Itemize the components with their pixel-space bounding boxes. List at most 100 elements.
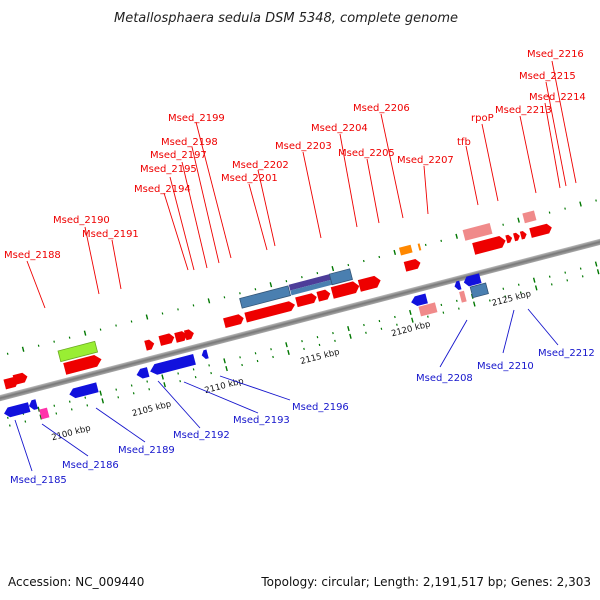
tick-mark bbox=[349, 333, 352, 339]
gene-label[interactable]: Msed_2185 bbox=[10, 475, 67, 486]
tick-mark bbox=[177, 372, 179, 375]
gene-msed-2204-rna[interactable] bbox=[288, 274, 331, 291]
tick-mark bbox=[256, 359, 259, 363]
gene-label[interactable]: Msed_2201 bbox=[221, 173, 278, 184]
gene-msed-2207[interactable] bbox=[328, 268, 353, 286]
gene-msed-2191[interactable] bbox=[63, 353, 103, 375]
gene-msed-2196[interactable] bbox=[201, 349, 209, 360]
gene-msed-2217[interactable] bbox=[529, 223, 553, 238]
gene-msed-2206[interactable] bbox=[357, 275, 382, 292]
gene-msed-2213-pink[interactable] bbox=[462, 223, 493, 241]
gene-msed-2194[interactable] bbox=[144, 339, 155, 351]
gene-msed-2204[interactable] bbox=[316, 289, 331, 302]
gene-label[interactable]: Msed_2212 bbox=[538, 348, 595, 359]
tick-mark bbox=[115, 324, 117, 327]
ruler-label: 2105 kbp bbox=[131, 399, 172, 419]
tick-mark bbox=[194, 376, 197, 379]
reverse-rna-genes bbox=[39, 282, 489, 420]
gene-label[interactable]: Msed_2205 bbox=[338, 148, 395, 159]
gene-msed-2202[interactable] bbox=[239, 285, 292, 309]
gene-msed-2205[interactable] bbox=[330, 280, 361, 299]
gene-msed-2190[interactable] bbox=[57, 340, 99, 363]
gene-msed-2199[interactable] bbox=[223, 313, 245, 329]
gene-msed-2212[interactable] bbox=[469, 282, 489, 299]
gene-msed-2208[interactable] bbox=[410, 293, 428, 308]
topology-text: Topology: circular; Length: 2,191,517 bp… bbox=[260, 575, 591, 589]
forward-genes bbox=[3, 223, 553, 390]
gene-msed-2201[interactable] bbox=[244, 300, 296, 323]
gene-msed-2186[interactable] bbox=[28, 399, 38, 411]
tick-mark bbox=[440, 239, 443, 242]
tick-mark bbox=[115, 388, 118, 391]
gene-label[interactable]: Msed_2192 bbox=[173, 430, 230, 441]
tick-mark bbox=[223, 296, 226, 299]
gene-label[interactable]: Msed_2189 bbox=[118, 445, 175, 456]
gene-label[interactable]: Msed_2193 bbox=[233, 415, 290, 426]
gene-label[interactable]: rpoP bbox=[471, 113, 494, 124]
gene-label[interactable]: Msed_2195 bbox=[140, 164, 197, 175]
gene-label[interactable]: Msed_2203 bbox=[275, 141, 332, 152]
gene-msed-2208-pink[interactable] bbox=[418, 302, 438, 317]
gene-msed-2211[interactable] bbox=[463, 273, 482, 287]
gene-label[interactable]: tfb bbox=[457, 137, 471, 148]
gene-msed-2210-pink[interactable] bbox=[459, 290, 467, 303]
gene-tfb[interactable] bbox=[398, 244, 413, 256]
tick-mark bbox=[548, 211, 551, 214]
gene-msed-2185[interactable] bbox=[3, 402, 31, 418]
tick-mark bbox=[21, 346, 25, 352]
tick-mark bbox=[502, 223, 504, 226]
top-leader-lines bbox=[26, 60, 577, 309]
gene-msed-2195[interactable] bbox=[158, 332, 176, 346]
tick-mark bbox=[318, 343, 321, 347]
tick-mark bbox=[239, 292, 241, 295]
gene-label[interactable]: Msed_2197 bbox=[150, 150, 207, 161]
bottom-leader-lines bbox=[14, 308, 559, 472]
gene-label[interactable]: Msed_2214 bbox=[529, 92, 586, 103]
gene-label[interactable]: Msed_2196 bbox=[292, 402, 349, 413]
gene-msed-2204-rna-b[interactable] bbox=[290, 279, 333, 296]
gene-label[interactable]: Msed_2198 bbox=[161, 137, 218, 148]
gene-msed-2197[interactable] bbox=[183, 328, 195, 341]
gene-msed-2203[interactable] bbox=[295, 292, 318, 308]
gene-msed-2214[interactable] bbox=[505, 234, 513, 244]
gene-label[interactable]: Msed_2213 bbox=[495, 105, 552, 116]
gene-msed-2193[interactable] bbox=[149, 354, 196, 376]
gene-label[interactable]: Msed_2207 bbox=[397, 155, 454, 166]
tick-mark bbox=[192, 368, 195, 371]
gene-label[interactable]: Msed_2190 bbox=[53, 215, 110, 226]
gene-rpoP[interactable] bbox=[417, 243, 422, 251]
tick-mark bbox=[532, 277, 536, 283]
tick-mark bbox=[285, 280, 288, 283]
gene-label[interactable]: Msed_2188 bbox=[4, 250, 61, 261]
gene-msed-2186-rna[interactable] bbox=[39, 407, 50, 420]
gene-msed-2210[interactable] bbox=[453, 280, 462, 291]
gene-label[interactable]: Msed_2202 bbox=[232, 160, 289, 171]
gene-msed-2196-fwd[interactable] bbox=[174, 330, 188, 343]
tick-mark bbox=[99, 328, 102, 331]
gene-label[interactable]: Msed_2208 bbox=[416, 373, 473, 384]
tick-mark bbox=[424, 243, 427, 247]
tick-mark bbox=[579, 267, 582, 270]
gene-msed-2209[interactable] bbox=[403, 258, 422, 272]
tick-mark bbox=[347, 263, 350, 267]
gene-label[interactable]: Msed_2210 bbox=[477, 361, 534, 372]
tick-mark bbox=[380, 327, 383, 330]
tick-mark bbox=[117, 396, 120, 399]
gene-label[interactable]: Msed_2186 bbox=[62, 460, 119, 471]
gene-label[interactable]: Msed_2216 bbox=[527, 49, 584, 60]
gene-label[interactable]: Msed_2191 bbox=[82, 229, 139, 240]
tick-mark bbox=[53, 404, 56, 407]
gene-msed-2188[interactable] bbox=[12, 372, 29, 385]
gene-label[interactable]: Msed_2215 bbox=[519, 71, 576, 82]
gene-msed-2218[interactable] bbox=[522, 210, 537, 224]
gene-msed-2192[interactable] bbox=[135, 367, 150, 380]
gene-label[interactable]: Msed_2206 bbox=[353, 103, 410, 114]
gene-msed-2215[interactable] bbox=[513, 232, 521, 242]
gene-msed-2189[interactable] bbox=[68, 382, 99, 399]
gene-label[interactable]: Msed_2199 bbox=[168, 113, 225, 124]
gene-label[interactable]: Msed_2204 bbox=[311, 123, 368, 134]
gene-msed-2216[interactable] bbox=[519, 230, 528, 240]
tick-mark bbox=[241, 363, 243, 367]
gene-label[interactable]: Msed_2194 bbox=[134, 184, 191, 195]
gene-msed-2213[interactable] bbox=[472, 235, 507, 255]
